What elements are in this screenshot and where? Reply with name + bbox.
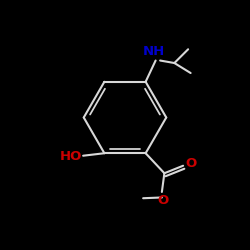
Text: NH: NH [143,44,166,58]
Text: O: O [158,194,169,207]
Text: O: O [186,157,197,170]
Text: HO: HO [60,150,82,163]
